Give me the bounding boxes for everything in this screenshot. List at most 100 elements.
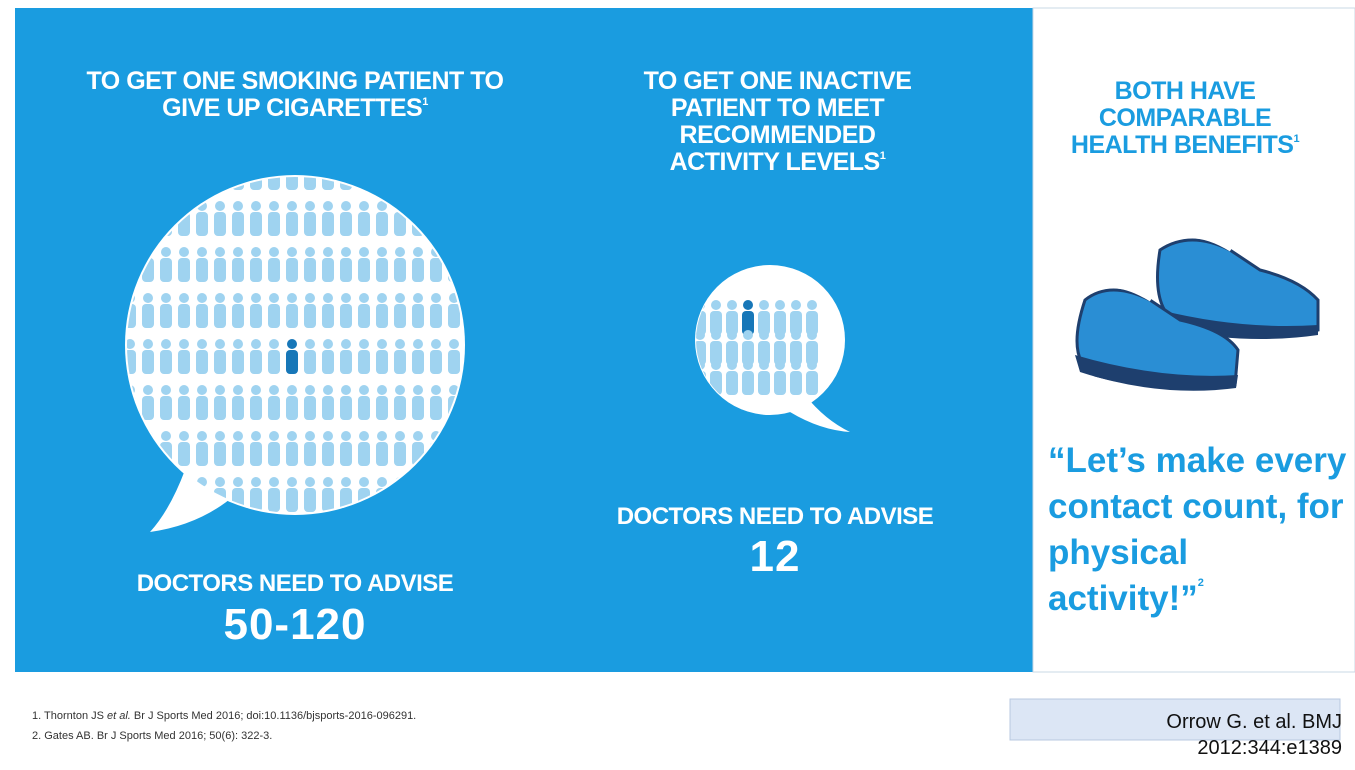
footnote-mark: 1 [879,150,886,162]
bubble [695,265,845,415]
person-icon [196,293,208,328]
source-box [1009,698,1341,741]
person-icon [286,293,298,328]
person-icon [376,293,388,328]
person-icon [742,330,754,365]
person-icon [286,339,298,374]
reference-text: Br J Sports Med 2016; doi:10.1136/bjspor… [130,710,417,722]
person-icon [142,339,154,374]
person-icon [448,293,460,328]
person-icon [806,300,818,335]
person-icon [232,201,244,236]
person-icon [268,293,280,328]
person-icon [806,330,818,365]
person-icon [340,201,352,236]
person-icon [710,300,722,335]
person-icon [286,431,298,466]
person-icon [196,385,208,420]
person-icon [178,247,190,282]
reference-text: 2. Gates AB. Br J Sports Med 2016; 50(6)… [32,730,273,742]
person-icon [726,330,738,365]
person-icon [448,339,460,374]
person-icon [286,385,298,420]
person-icon [340,339,352,374]
footnote-mark: 1 [1293,133,1300,145]
person-icon [232,385,244,420]
person-icon [322,385,334,420]
person-icon [774,300,786,335]
person-icon [250,431,262,466]
person-icon [758,360,770,395]
person-icon [322,293,334,328]
person-icon [196,247,208,282]
person-icon [790,330,802,365]
person-icon [268,477,280,512]
person-icon [774,360,786,395]
person-icon [178,293,190,328]
person-icon [376,385,388,420]
person-icon [726,360,738,395]
person-icon [726,300,738,335]
person-icon [340,431,352,466]
person-icon [358,385,370,420]
person-icon [232,247,244,282]
person-icon [394,339,406,374]
person-icon [304,339,316,374]
person-icon [322,431,334,466]
person-icon [430,293,442,328]
person-icon [304,177,316,190]
person-icon [250,293,262,328]
person-icon [758,330,770,365]
source: Orrow G. et al. BMJ 2012:344:e1389 [1166,711,1342,759]
person-icon [304,385,316,420]
footnote-mark: 2 [1197,577,1204,589]
heading-text: TO GET ONE INACTIVE PATIENT TO MEET RECO… [643,67,912,176]
number: 50-120 [223,600,367,649]
person-icon [142,385,154,420]
person-icon [394,431,406,466]
heading-text: TO GET ONE SMOKING PATIENT TO GIVE UP CI… [86,67,504,122]
quote: “Let’s make every contact count, for phy… [1048,438,1348,622]
person-icon [430,339,442,374]
number: 12 [749,532,801,581]
person-icon [358,431,370,466]
person-icon [286,177,298,190]
person-icon [268,431,280,466]
person-icon [178,431,190,466]
person-icon [322,477,334,512]
person-icon [160,247,172,282]
heading: BOTH HAVE COMPARABLE HEALTH BENEFITS1 [1070,78,1300,159]
person-icon [214,201,226,236]
reference-text: 1. Thornton JS [32,710,108,722]
person-icon [160,339,172,374]
person-icon [250,385,262,420]
person-icon [790,360,802,395]
person-icon [232,293,244,328]
person-icon [758,300,770,335]
caption: DOCTORS NEED TO ADVISE [136,570,454,597]
person-icon [742,300,754,335]
person-icon [214,385,226,420]
caption: DOCTORS NEED TO ADVISE [616,503,934,530]
reference: 2. Gates AB. Br J Sports Med 2016; 50(6)… [32,730,272,742]
person-icon [214,293,226,328]
person-icon [358,247,370,282]
person-icon [268,385,280,420]
person-icon [304,201,316,236]
person-icon [394,247,406,282]
shoes [1075,230,1320,391]
person-icon [286,247,298,282]
person-icon [304,477,316,512]
person-icon [268,201,280,236]
person-icon [774,330,786,365]
person-icon [160,385,172,420]
reference-text: et al. [107,710,131,722]
person-icon [806,360,818,395]
heading: TO GET ONE INACTIVE PATIENT TO MEET RECO… [625,68,930,176]
person-icon [232,339,244,374]
person-icon [376,201,388,236]
person-icon [214,431,226,466]
person-icon [412,339,424,374]
person-icon [196,431,208,466]
